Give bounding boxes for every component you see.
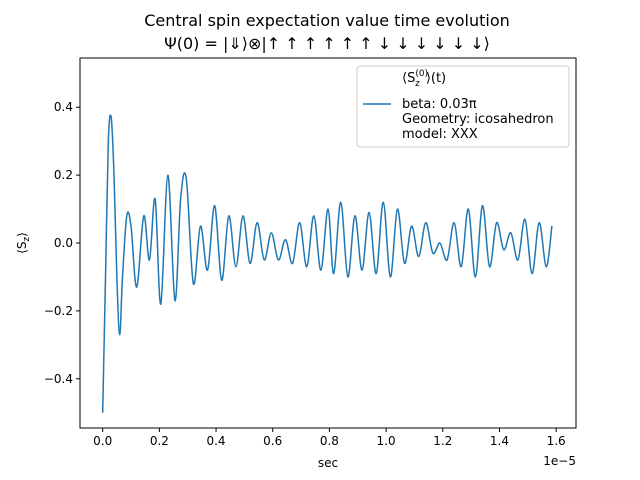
- x-tick-label: 1.0: [377, 434, 396, 448]
- x-axis-label: sec: [318, 456, 338, 470]
- legend-series-label: beta: 0.03π Geometry: icosahedron model: X…: [402, 97, 554, 142]
- series-layer: [101, 114, 553, 413]
- legend: ⟨S(0) z ⟩(t) beta: 0.03π Geometry: icosahed…: [356, 65, 570, 148]
- x-tick-label: 0.2: [150, 434, 169, 448]
- chart-title-line2: Ψ(0) = |⇓⟩⊗|↑ ↑ ↑ ↑ ↑ ↑ ↓ ↓ ↓ ↓ ↓ ↓⟩: [164, 34, 490, 53]
- chart-title-line1: Central spin expectation value time evol…: [144, 11, 510, 30]
- x-tick-label: 1.4: [490, 434, 509, 448]
- y-tick-label: 0.4: [54, 100, 73, 114]
- legend-box: [356, 65, 570, 148]
- x-offset-label: 1e−5: [543, 454, 576, 468]
- x-tick-label: 0.0: [93, 434, 112, 448]
- x-tick-label: 0.4: [206, 434, 225, 448]
- x-tick-label: 1.2: [433, 434, 452, 448]
- x-axis-ticks: 0.0 0.2 0.4 0.6 0.8 1.0 1.2 1.4 1.6: [93, 428, 566, 448]
- y-tick-label: 0.2: [54, 168, 73, 182]
- series-line: [101, 114, 553, 413]
- y-tick-label: −0.2: [44, 304, 73, 318]
- x-tick-label: 1.6: [547, 434, 566, 448]
- y-tick-label: −0.4: [44, 372, 73, 386]
- y-axis-ticks: −0.4 −0.2 0.0 0.2 0.4: [44, 100, 80, 386]
- y-axis-label: ⟨Sz⟩: [15, 232, 32, 254]
- y-tick-label: 0.0: [54, 236, 73, 250]
- legend-title: ⟨S(0) z ⟩(t): [402, 69, 446, 89]
- x-tick-label: 0.8: [320, 434, 339, 448]
- x-tick-label: 0.6: [263, 434, 282, 448]
